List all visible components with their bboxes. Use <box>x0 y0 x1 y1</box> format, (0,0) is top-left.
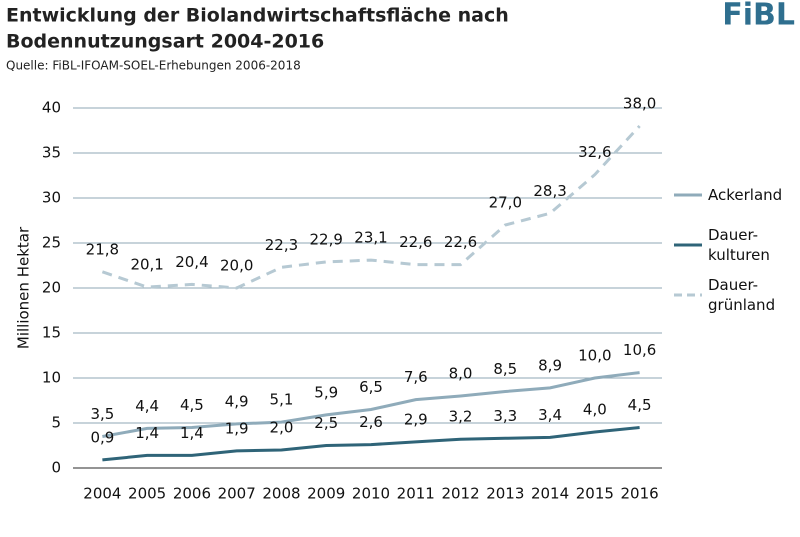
data-label: 7,6 <box>404 368 428 386</box>
data-label: 1,4 <box>135 424 159 442</box>
data-label: 5,1 <box>270 391 294 409</box>
data-label: 8,5 <box>493 360 517 378</box>
legend-label-line: kulturen <box>708 246 770 264</box>
data-label: 10,0 <box>578 347 611 365</box>
legend-label-line: Dauer- <box>708 226 758 244</box>
y-tick-label: 5 <box>51 414 61 432</box>
data-label: 2,9 <box>404 410 428 428</box>
series-line <box>102 371 640 438</box>
data-label: 22,6 <box>399 233 432 251</box>
y-tick-label: 0 <box>51 459 61 477</box>
x-tick-label: 2004 <box>83 485 121 503</box>
data-label: 5,9 <box>314 383 338 401</box>
data-label: 4,9 <box>225 392 249 410</box>
legend-label-line: grünland <box>708 296 775 314</box>
data-label: 38,0 <box>623 95 656 113</box>
series-line <box>102 426 640 462</box>
y-tick-label: 35 <box>42 144 61 162</box>
x-tick-label: 2008 <box>262 485 300 503</box>
x-tick-label: 2012 <box>441 485 479 503</box>
data-label: 0,9 <box>90 428 114 446</box>
data-label: 20,0 <box>220 257 253 275</box>
data-label: 8,0 <box>449 365 473 383</box>
legend-label-line: Dauer- <box>708 276 758 294</box>
legend-label-line: Ackerland <box>708 186 782 204</box>
data-label: 2,6 <box>359 413 383 431</box>
data-label: 20,1 <box>130 256 163 274</box>
data-label: 28,3 <box>533 182 566 200</box>
x-tick-label: 2016 <box>621 485 659 503</box>
data-label: 4,4 <box>135 397 159 415</box>
data-label: 2,5 <box>314 414 338 432</box>
x-tick-label: 2014 <box>531 485 569 503</box>
data-label: 27,0 <box>489 194 522 212</box>
data-label: 3,3 <box>493 407 517 425</box>
chart-subtitle: Quelle: FiBL-IFOAM-SOEL-Erhebungen 2006-… <box>6 59 301 73</box>
data-label: 6,5 <box>359 378 383 396</box>
x-tick-label: 2009 <box>307 485 345 503</box>
data-label: 22,3 <box>265 236 298 254</box>
x-tick-label: 2005 <box>128 485 166 503</box>
y-axis-label: Millionen Hektar <box>15 226 33 349</box>
data-label: 22,6 <box>444 233 477 251</box>
data-label: 10,6 <box>623 341 656 359</box>
legend-label: Dauer-kulturen <box>708 226 770 264</box>
series-line <box>101 124 641 290</box>
x-tick-label: 2010 <box>352 485 390 503</box>
y-tick-label: 20 <box>42 279 61 297</box>
y-tick-label: 25 <box>42 234 61 252</box>
data-label: 1,9 <box>225 419 249 437</box>
data-label: 21,8 <box>86 240 119 258</box>
y-tick-label: 40 <box>42 99 61 117</box>
y-tick-label: 10 <box>42 369 61 387</box>
x-tick-label: 2011 <box>397 485 435 503</box>
y-tick-label: 15 <box>42 324 61 342</box>
data-label: 3,4 <box>538 406 562 424</box>
data-label: 8,9 <box>538 356 562 374</box>
data-label: 4,5 <box>628 396 652 414</box>
data-label: 1,4 <box>180 424 204 442</box>
x-tick-label: 2015 <box>576 485 614 503</box>
data-label: 2,0 <box>270 419 294 437</box>
legend-label: Ackerland <box>708 186 782 204</box>
data-label: 32,6 <box>578 143 611 161</box>
x-tick-label: 2007 <box>218 485 256 503</box>
data-label: 23,1 <box>354 229 387 247</box>
data-label: 20,4 <box>175 253 208 271</box>
data-label: 3,5 <box>90 405 114 423</box>
data-label: 22,9 <box>310 230 343 248</box>
chart-title: Bodennutzungsart 2004-2016 <box>6 31 324 53</box>
logo: FiBL <box>722 0 795 33</box>
y-tick-label: 30 <box>42 189 61 207</box>
data-label: 4,5 <box>180 396 204 414</box>
data-label: 3,2 <box>449 408 473 426</box>
legend-label: Dauer-grünland <box>708 276 775 314</box>
x-tick-label: 2013 <box>486 485 524 503</box>
chart-title: Entwicklung der Biolandwirtschaftsfläche… <box>6 5 509 27</box>
x-tick-label: 2006 <box>173 485 211 503</box>
data-label: 4,0 <box>583 401 607 419</box>
